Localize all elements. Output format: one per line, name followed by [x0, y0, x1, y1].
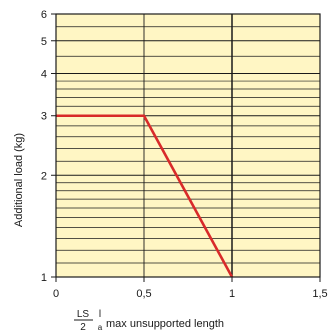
- x-axis-label-fraction-denominator: 2: [80, 322, 86, 333]
- x-tick-label: 1,5: [312, 288, 327, 300]
- y-tick-label: 4: [41, 69, 47, 81]
- x-tick-label: 0,5: [136, 288, 151, 300]
- y-tick-label: 6: [41, 9, 47, 21]
- x-axis-label-prefix: l: [99, 309, 101, 320]
- y-axis-label: Additional load (kg): [13, 133, 25, 227]
- y-tick-label: 2: [41, 170, 47, 182]
- y-tick-label: 3: [41, 111, 47, 123]
- plot-background: [56, 14, 320, 277]
- x-axis-label-text: max unsupported length: [106, 318, 224, 330]
- x-tick-label: 1: [229, 288, 235, 300]
- y-tick-label: 5: [41, 36, 47, 48]
- x-axis-label-fraction-numerator: LS: [77, 309, 90, 320]
- x-tick-label: 0: [53, 288, 59, 300]
- y-tick-label: 1: [41, 272, 47, 284]
- x-axis-label-prefix-small: a: [98, 323, 103, 332]
